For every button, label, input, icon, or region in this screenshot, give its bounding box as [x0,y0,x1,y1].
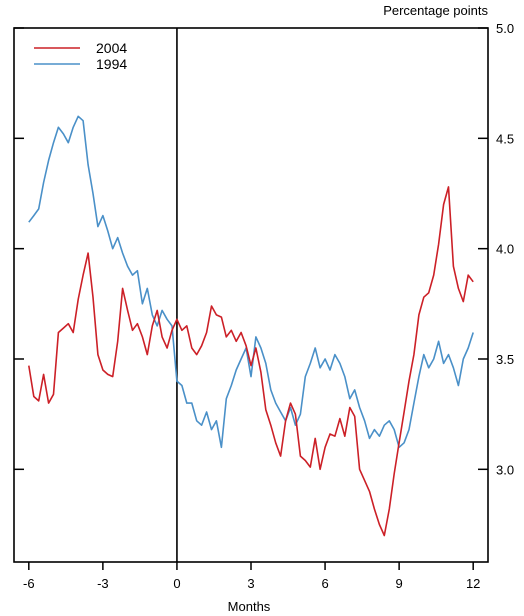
x-tick-label: 9 [396,576,403,591]
x-tick-label: -3 [97,576,109,591]
plot-frame [13,27,489,563]
y-tick-label: 4.5 [496,131,514,146]
x-tick-label: 12 [466,576,480,591]
series-line-2004 [28,186,474,537]
y-tick-label: 5.0 [496,21,514,36]
series-layer [28,115,474,537]
left-tick-marks [14,27,24,471]
legend-label-1994: 1994 [96,56,127,72]
legend-label-2004: 2004 [96,40,127,56]
y-axis: 3.0 3.5 4.0 4.5 5.0 [478,21,514,477]
x-tick-label: 0 [173,576,180,591]
x-tick-label: 6 [321,576,328,591]
x-axis: -6 -3 0 3 6 9 12 [23,562,480,591]
y-tick-label: 4.0 [496,242,514,257]
x-tick-label: 3 [247,576,254,591]
x-axis-title: Months [228,599,271,614]
y-axis-title: Percentage points [383,3,488,18]
y-tick-label: 3.0 [496,462,514,477]
y-tick-label: 3.5 [496,352,514,367]
x-tick-label: -6 [23,576,35,591]
